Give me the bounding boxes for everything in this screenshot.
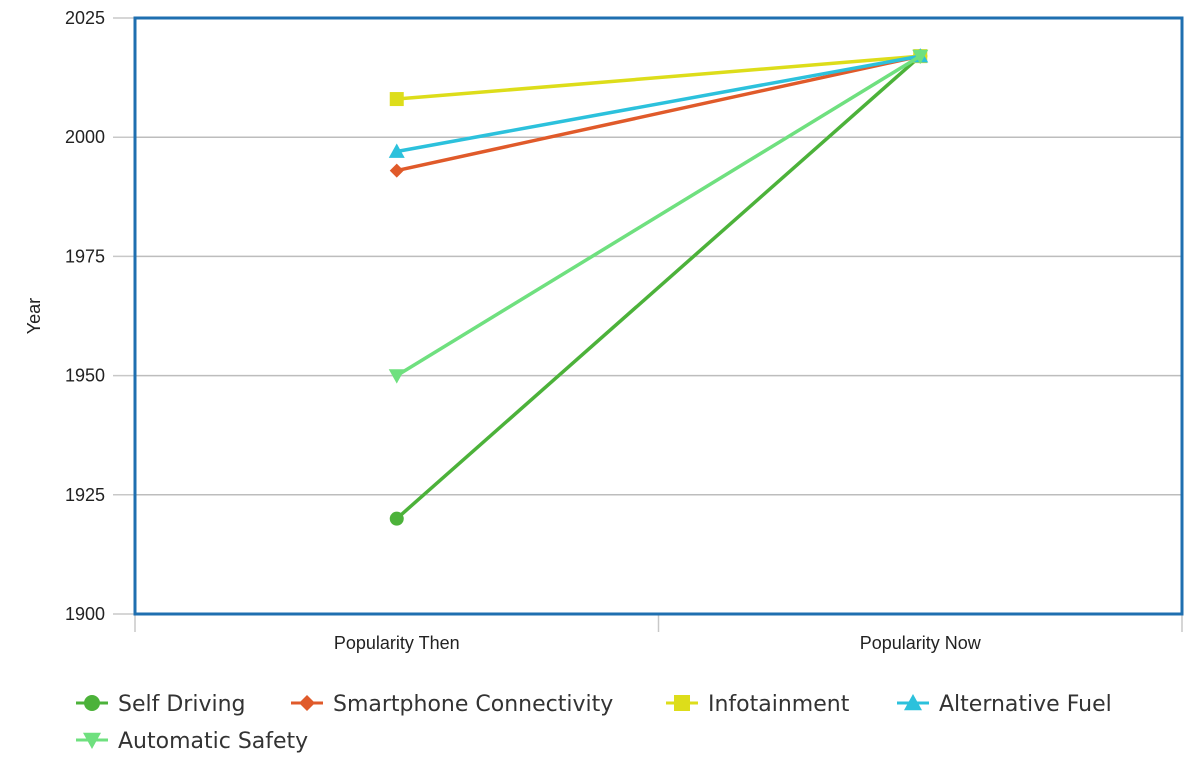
series-line [396,54,921,101]
y-axis-ticks: 1900 1925 1950 1975 2000 2025 [65,8,135,624]
series-line [395,54,922,520]
plot-frame [133,16,1184,616]
grid [135,136,1182,496]
legend-label: Infotainment [708,692,850,717]
series [388,48,929,526]
y-tick-label: 1950 [65,366,105,386]
legend-marker [904,694,922,711]
series-line [396,54,921,173]
y-axis-title: Year [24,298,44,334]
data-point [388,369,405,384]
series-self-driving [389,49,928,526]
legend-item[interactable]: Self Driving [76,692,246,717]
series-infotainment [389,49,928,107]
data-point [389,163,404,178]
legend: Self Driving Smartphone Connectivity Infot… [76,692,1112,754]
data-point [388,143,405,158]
series-alternative-fuel [388,48,929,158]
data-point [389,511,404,526]
data-point [389,92,404,107]
series-line [395,54,922,378]
legend-item[interactable]: Infotainment [666,692,850,717]
legend-item[interactable]: Alternative Fuel [897,692,1112,717]
series-line [396,54,921,154]
x-axis: Popularity Then Popularity Now [134,614,1183,653]
legend-item[interactable]: Smartphone Connectivity [291,692,613,717]
series-automatic-safety [388,49,929,384]
x-tick-label: Popularity Then [334,633,460,653]
y-tick-label: 1975 [65,246,105,266]
legend-item[interactable]: Automatic Safety [76,729,308,754]
y-tick-label: 2000 [65,127,105,147]
legend-marker [299,695,315,711]
data-point [912,49,929,65]
legend-label: Alternative Fuel [939,692,1112,717]
legend-label: Automatic Safety [118,729,308,754]
legend-label: Smartphone Connectivity [333,692,613,717]
legend-marker [674,695,690,711]
legend-label: Self Driving [118,692,246,717]
y-tick-label: 2025 [65,8,105,28]
y-tick-label: 1900 [65,604,105,624]
x-tick-label: Popularity Now [860,633,982,653]
legend-marker [83,732,101,749]
y-tick-label: 1925 [65,485,105,505]
legend-marker [84,695,100,711]
